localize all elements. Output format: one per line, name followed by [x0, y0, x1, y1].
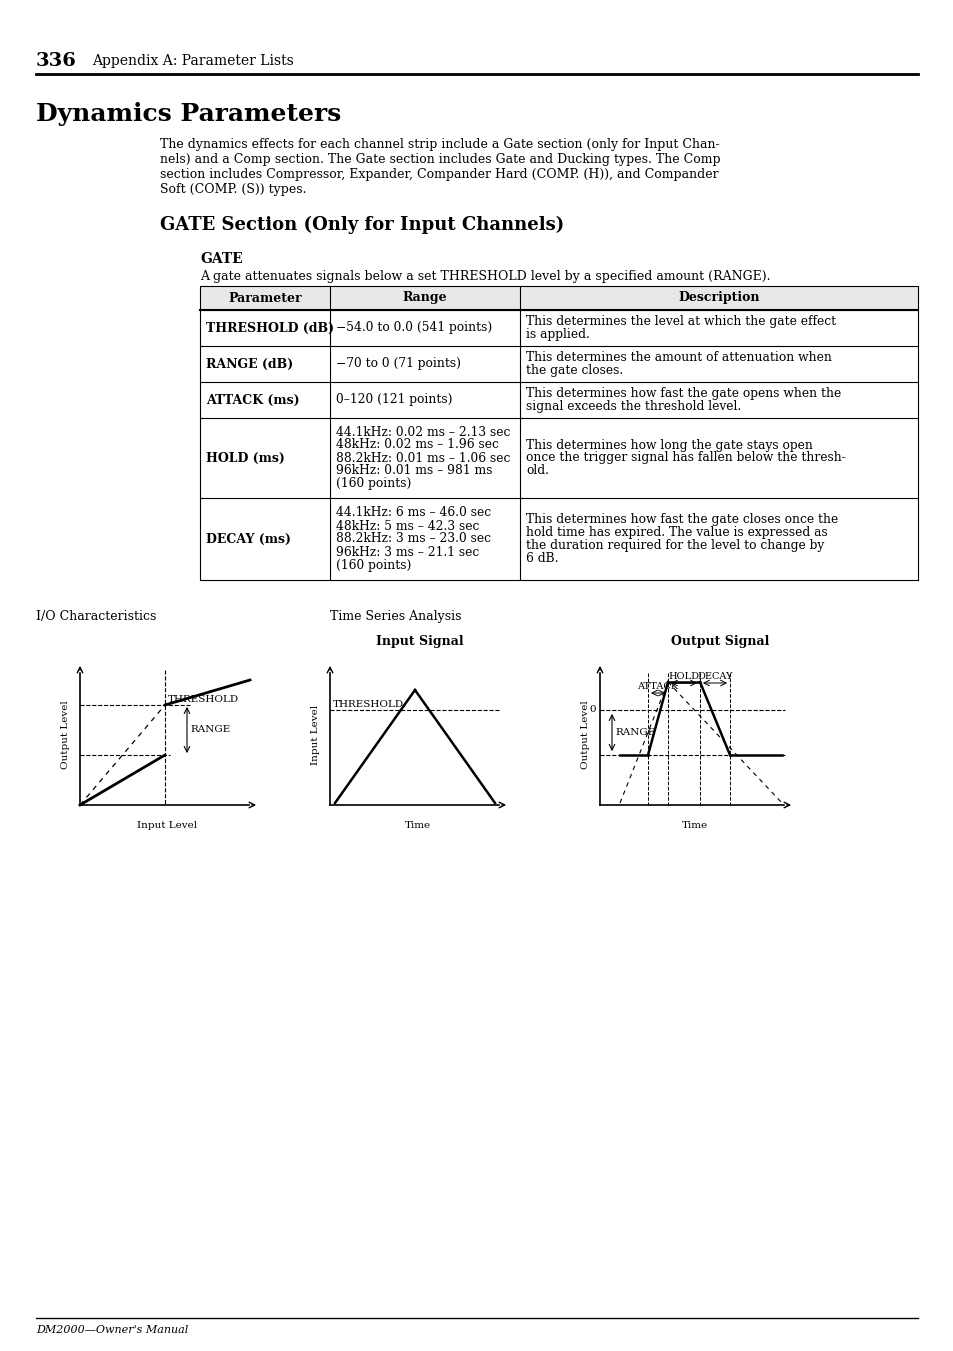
- Text: Dynamics Parameters: Dynamics Parameters: [36, 101, 341, 126]
- Text: This determines how fast the gate opens when the: This determines how fast the gate opens …: [525, 386, 841, 400]
- Text: 0: 0: [589, 705, 596, 715]
- Text: 96kHz: 0.01 ms – 981 ms: 96kHz: 0.01 ms – 981 ms: [335, 465, 492, 477]
- Text: HOLD (ms): HOLD (ms): [206, 451, 285, 465]
- Text: old.: old.: [525, 465, 548, 477]
- Text: signal exceeds the threshold level.: signal exceeds the threshold level.: [525, 400, 740, 413]
- Text: Input Level: Input Level: [312, 705, 320, 765]
- Text: A gate attenuates signals below a set THRESHOLD level by a specified amount (RAN: A gate attenuates signals below a set TH…: [200, 270, 770, 282]
- Text: Description: Description: [678, 292, 759, 304]
- Text: once the trigger signal has fallen below the thresh-: once the trigger signal has fallen below…: [525, 451, 845, 465]
- Text: RANGE: RANGE: [615, 728, 655, 738]
- Text: Time: Time: [404, 821, 430, 830]
- Text: This determines the level at which the gate effect: This determines the level at which the g…: [525, 315, 835, 328]
- Text: Output Level: Output Level: [581, 701, 590, 769]
- Text: 44.1kHz: 6 ms – 46.0 sec: 44.1kHz: 6 ms – 46.0 sec: [335, 507, 491, 520]
- Text: GATE Section (Only for Input Channels): GATE Section (Only for Input Channels): [160, 216, 563, 234]
- Text: the gate closes.: the gate closes.: [525, 363, 622, 377]
- Text: This determines how fast the gate closes once the: This determines how fast the gate closes…: [525, 513, 838, 526]
- Text: Input Signal: Input Signal: [375, 635, 463, 648]
- Text: ATTACK: ATTACK: [637, 682, 678, 690]
- Text: −54.0 to 0.0 (541 points): −54.0 to 0.0 (541 points): [335, 322, 492, 335]
- Text: (160 points): (160 points): [335, 558, 411, 571]
- Text: 48kHz: 0.02 ms – 1.96 sec: 48kHz: 0.02 ms – 1.96 sec: [335, 439, 498, 451]
- Text: Time Series Analysis: Time Series Analysis: [330, 611, 461, 623]
- Text: HOLD: HOLD: [668, 671, 699, 681]
- Text: nels) and a Comp section. The Gate section includes Gate and Ducking types. The : nels) and a Comp section. The Gate secti…: [160, 153, 720, 166]
- Text: DECAY (ms): DECAY (ms): [206, 532, 291, 546]
- Text: hold time has expired. The value is expressed as: hold time has expired. The value is expr…: [525, 526, 827, 539]
- Text: Parameter: Parameter: [228, 292, 301, 304]
- Text: Output Signal: Output Signal: [670, 635, 768, 648]
- Text: 336: 336: [36, 51, 77, 70]
- Text: 48kHz: 5 ms – 42.3 sec: 48kHz: 5 ms – 42.3 sec: [335, 520, 478, 532]
- Text: THRESHOLD: THRESHOLD: [333, 700, 404, 709]
- Text: RANGE: RANGE: [190, 725, 230, 735]
- Text: −70 to 0 (71 points): −70 to 0 (71 points): [335, 358, 460, 370]
- Text: (160 points): (160 points): [335, 477, 411, 490]
- Text: DECAY: DECAY: [697, 671, 732, 681]
- Text: is applied.: is applied.: [525, 328, 589, 340]
- Text: Input Level: Input Level: [137, 821, 197, 830]
- Text: This determines how long the gate stays open: This determines how long the gate stays …: [525, 439, 812, 451]
- Text: The dynamics effects for each channel strip include a Gate section (only for Inp: The dynamics effects for each channel st…: [160, 138, 719, 151]
- Text: I/O Characteristics: I/O Characteristics: [36, 611, 156, 623]
- Text: THRESHOLD: THRESHOLD: [168, 694, 239, 704]
- Text: 88.2kHz: 0.01 ms – 1.06 sec: 88.2kHz: 0.01 ms – 1.06 sec: [335, 451, 510, 465]
- Text: GATE: GATE: [200, 253, 242, 266]
- Text: 0–120 (121 points): 0–120 (121 points): [335, 393, 452, 407]
- Text: Range: Range: [402, 292, 447, 304]
- Text: Appendix A: Parameter Lists: Appendix A: Parameter Lists: [91, 54, 294, 68]
- Text: DM2000—Owner's Manual: DM2000—Owner's Manual: [36, 1325, 188, 1335]
- Text: ATTACK (ms): ATTACK (ms): [206, 393, 299, 407]
- Text: 88.2kHz: 3 ms – 23.0 sec: 88.2kHz: 3 ms – 23.0 sec: [335, 532, 491, 546]
- Text: 44.1kHz: 0.02 ms – 2.13 sec: 44.1kHz: 0.02 ms – 2.13 sec: [335, 426, 510, 439]
- Text: 6 dB.: 6 dB.: [525, 553, 558, 565]
- Text: RANGE (dB): RANGE (dB): [206, 358, 293, 370]
- Text: 96kHz: 3 ms – 21.1 sec: 96kHz: 3 ms – 21.1 sec: [335, 546, 478, 558]
- Text: the duration required for the level to change by: the duration required for the level to c…: [525, 539, 823, 553]
- Text: Time: Time: [681, 821, 707, 830]
- Text: THRESHOLD (dB): THRESHOLD (dB): [206, 322, 334, 335]
- Text: Soft (COMP. (S)) types.: Soft (COMP. (S)) types.: [160, 182, 306, 196]
- Text: Output Level: Output Level: [61, 701, 71, 769]
- Text: This determines the amount of attenuation when: This determines the amount of attenuatio…: [525, 351, 831, 363]
- Bar: [200, 286, 917, 309]
- Text: section includes Compressor, Expander, Compander Hard (COMP. (H)), and Compander: section includes Compressor, Expander, C…: [160, 168, 718, 181]
